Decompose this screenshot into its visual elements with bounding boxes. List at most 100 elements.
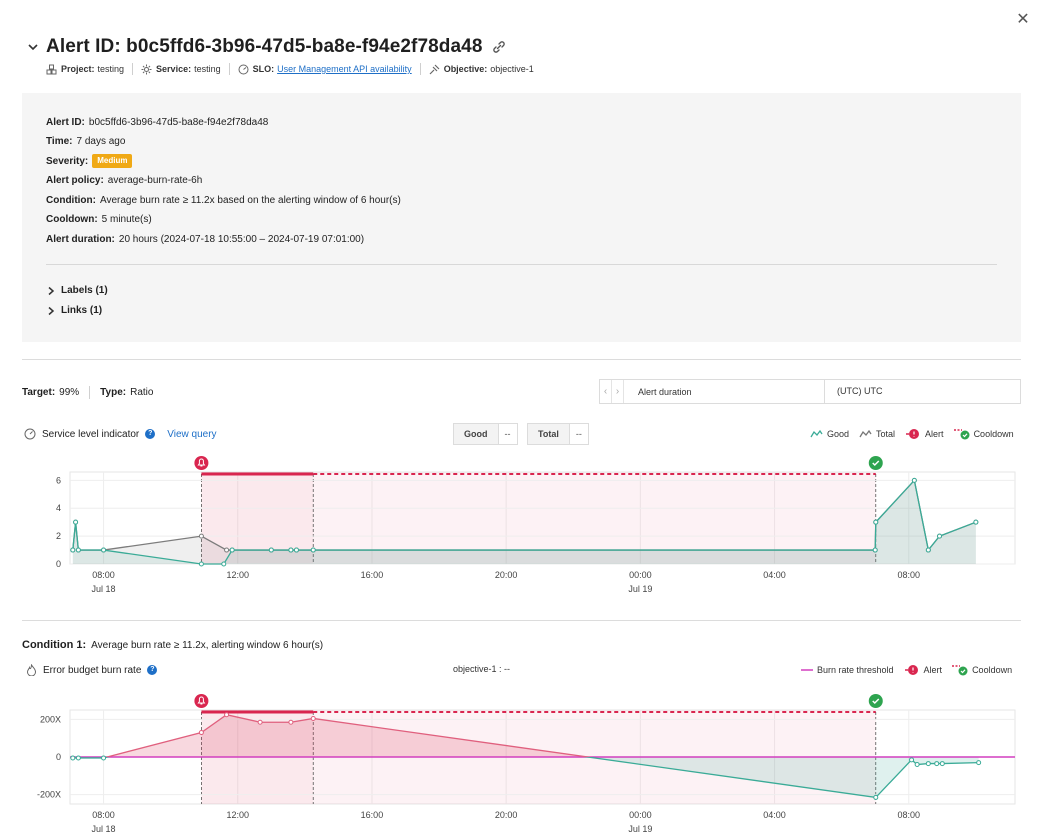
slo-icon bbox=[238, 64, 249, 74]
time-range-picker[interactable]: ‹ › Alert duration bbox=[599, 379, 825, 404]
data-point-total bbox=[198, 533, 204, 539]
burn-area-negative bbox=[72, 757, 979, 798]
x-tick-label: 08:00 bbox=[92, 810, 115, 820]
close-icon: ✕ bbox=[1016, 11, 1030, 28]
line-chart-icon bbox=[859, 429, 872, 438]
x-tick-label: 12:00 bbox=[226, 810, 249, 820]
meta-objective: Objective: objective-1 bbox=[429, 64, 534, 75]
burn-line-negative bbox=[72, 757, 979, 799]
threshold-line-icon bbox=[801, 669, 813, 671]
data-point-good bbox=[872, 547, 878, 553]
section-divider bbox=[22, 620, 1021, 621]
line-chart-icon bbox=[810, 429, 823, 438]
chevron-right-icon bbox=[48, 286, 55, 295]
burn-data-point bbox=[198, 730, 204, 736]
burn-data-point bbox=[224, 712, 230, 718]
x-tick-sublabel: Jul 18 bbox=[92, 584, 116, 594]
timezone-select[interactable]: (UTC) UTC bbox=[824, 379, 1021, 404]
chevron-right-icon[interactable]: › bbox=[612, 380, 624, 403]
chevron-left-icon[interactable]: ‹ bbox=[600, 380, 612, 403]
gauge-icon bbox=[24, 428, 36, 440]
meta-service: Service: testing bbox=[141, 64, 221, 75]
severity-badge: Medium bbox=[92, 154, 133, 168]
info-icon[interactable]: ? bbox=[147, 665, 158, 675]
x-tick-label: 16:00 bbox=[361, 810, 384, 820]
data-point-good bbox=[75, 547, 81, 553]
x-tick-label: 20:00 bbox=[495, 810, 518, 820]
burn-data-point bbox=[914, 762, 920, 768]
total-filter[interactable]: Total -- bbox=[527, 423, 589, 445]
legend-total[interactable]: Total bbox=[859, 429, 895, 439]
alert-bell-icon bbox=[194, 456, 209, 470]
burn-rate-chart: 08:00 Jul 18 12:00 16:00 20:00 00:00 Jul 19 04:… bbox=[37, 694, 1016, 834]
x-tick-label: 04:00 bbox=[763, 570, 786, 580]
legend-cooldown[interactable]: Cooldown bbox=[953, 428, 1014, 440]
burn-area-positive bbox=[72, 714, 979, 757]
close-button[interactable]: ✕ bbox=[1014, 10, 1032, 30]
x-tick-label: 16:00 bbox=[361, 570, 384, 580]
meta-slo: SLO: User Management API availability bbox=[238, 64, 412, 75]
burn-data-point bbox=[70, 755, 76, 761]
alert-bell-glyph bbox=[197, 696, 206, 705]
detail-cooldown: Cooldown: 5 minute(s) bbox=[46, 214, 152, 225]
slo-target-row: Target: 99% Type: Ratio bbox=[22, 385, 154, 399]
legend-threshold[interactable]: Burn rate threshold bbox=[801, 665, 894, 675]
data-point-good bbox=[229, 547, 235, 553]
data-point-good bbox=[911, 477, 917, 483]
x-tick-sublabel: Jul 18 bbox=[92, 824, 116, 834]
x-tick-label: 08:00 bbox=[897, 570, 920, 580]
view-query-link[interactable]: View query bbox=[167, 428, 217, 440]
service-icon bbox=[141, 64, 152, 74]
links-toggle[interactable]: Links (1) bbox=[46, 305, 102, 316]
legend-alert[interactable]: Alert bbox=[904, 664, 942, 676]
legend-cooldown[interactable]: Cooldown bbox=[952, 664, 1012, 676]
y-tick-label: 0 bbox=[56, 559, 61, 569]
burn-data-point bbox=[257, 719, 263, 725]
data-point-good bbox=[70, 547, 76, 553]
y-tick-label: 200X bbox=[40, 714, 61, 724]
project-icon bbox=[46, 64, 57, 74]
info-icon[interactable]: ? bbox=[145, 429, 156, 439]
objective-label: objective-1 : -- bbox=[453, 664, 511, 674]
burn-data-point bbox=[75, 755, 81, 761]
detail-severity: Severity: Medium bbox=[46, 154, 133, 168]
burn-data-point bbox=[101, 755, 107, 761]
detail-alert-id: Alert ID: b0c5ffd6-3b96-47d5-ba8e-f94e2f7… bbox=[46, 117, 269, 128]
y-tick-label: 6 bbox=[56, 475, 61, 485]
data-point-good bbox=[293, 547, 299, 553]
data-point-good bbox=[973, 519, 979, 525]
burn-legend: Burn rate threshold Alert Cooldown bbox=[791, 663, 1012, 677]
alert-header: Alert ID: b0c5ffd6-3b96-47d5-ba8e-f94e2f… bbox=[26, 34, 507, 60]
flame-icon bbox=[26, 664, 37, 676]
legend-good[interactable]: Good bbox=[810, 429, 849, 439]
burn-data-point bbox=[873, 794, 879, 800]
y-tick-label: 0 bbox=[56, 752, 61, 762]
objective-icon bbox=[429, 64, 440, 74]
x-tick-label: 20:00 bbox=[495, 570, 518, 580]
burn-data-point bbox=[310, 715, 316, 721]
slo-link[interactable]: User Management API availability bbox=[277, 64, 412, 74]
alert-bell-icon bbox=[194, 694, 209, 708]
detail-time: Time: 7 days ago bbox=[46, 136, 126, 147]
burn-rate-header: Error budget burn rate ? bbox=[26, 663, 158, 677]
legend-alert[interactable]: Alert bbox=[905, 428, 944, 440]
alert-meta: Project: testing Service: testing SLO: User… bbox=[46, 62, 534, 76]
x-tick-label: 00:00 bbox=[629, 570, 652, 580]
chevron-right-icon bbox=[48, 306, 55, 315]
good-filter[interactable]: Good -- bbox=[453, 423, 518, 445]
series-area-good bbox=[72, 480, 976, 564]
burn-data-point bbox=[976, 760, 982, 766]
chevron-down-icon[interactable] bbox=[26, 40, 40, 54]
details-divider bbox=[46, 264, 997, 265]
link-icon[interactable] bbox=[491, 39, 507, 55]
alert-details-panel: Alert ID: b0c5ffd6-3b96-47d5-ba8e-f94e2f7… bbox=[22, 93, 1021, 342]
page-title: Alert ID: b0c5ffd6-3b96-47d5-ba8e-f94e2f… bbox=[46, 36, 483, 57]
labels-toggle[interactable]: Labels (1) bbox=[46, 285, 108, 296]
cooldown-check-icon bbox=[953, 429, 970, 440]
alert-bell-icon bbox=[906, 429, 920, 439]
burn-data-point bbox=[939, 761, 945, 767]
data-point-good bbox=[221, 561, 227, 567]
meta-project: Project: testing bbox=[46, 64, 124, 75]
type-value: Ratio bbox=[130, 386, 154, 398]
burn-data-point bbox=[288, 719, 294, 725]
